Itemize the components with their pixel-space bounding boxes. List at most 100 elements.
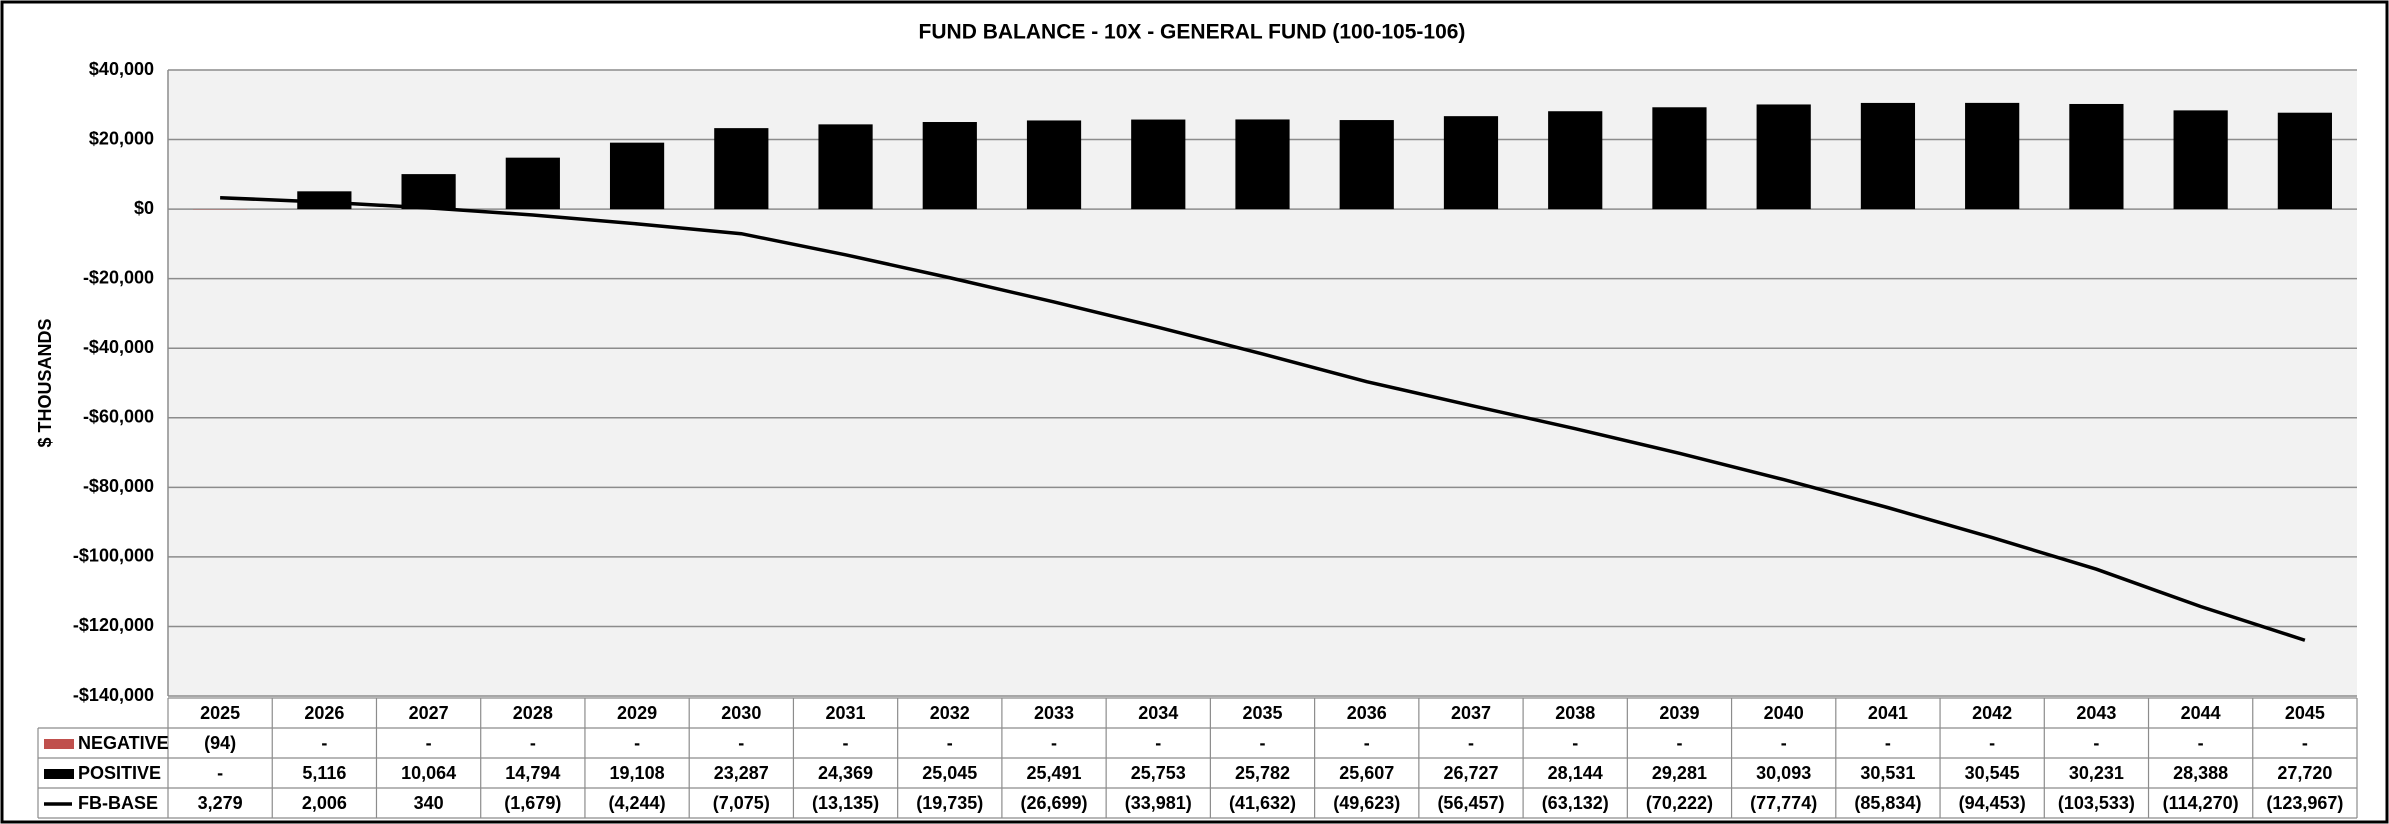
chart-title: FUND BALANCE - 10X - GENERAL FUND (100-1… — [919, 21, 1466, 44]
table-value: 24,369 — [818, 763, 873, 783]
table-value: (19,735) — [916, 793, 983, 813]
table-value: - — [947, 733, 953, 753]
y-tick-label: -$60,000 — [83, 407, 154, 427]
bar — [401, 174, 456, 210]
table-value: 25,782 — [1235, 763, 1290, 783]
table-value: - — [1781, 733, 1787, 753]
x-tick-label: 2041 — [1868, 703, 1908, 723]
legend-key — [44, 739, 74, 749]
table-value: (70,222) — [1646, 793, 1713, 813]
table-value: 28,144 — [1548, 763, 1603, 783]
table-value: 19,108 — [610, 763, 665, 783]
table-value: - — [2302, 733, 2308, 753]
table-value: - — [321, 733, 327, 753]
bar — [1965, 102, 2020, 210]
bar — [609, 142, 665, 210]
y-tick-label: -$140,000 — [73, 685, 154, 705]
x-tick-label: 2036 — [1347, 703, 1387, 723]
bar — [1860, 102, 1916, 210]
bar — [1235, 119, 1290, 210]
table-value: - — [530, 733, 536, 753]
table-value: 30,231 — [2069, 763, 2124, 783]
table-value: - — [1051, 733, 1057, 753]
table-value: - — [738, 733, 744, 753]
table-value: (123,967) — [2266, 793, 2343, 813]
table-value: (4,244) — [609, 793, 666, 813]
x-tick-label: 2031 — [826, 703, 866, 723]
bar — [922, 122, 977, 210]
x-tick-label: 2045 — [2285, 703, 2325, 723]
table-value: (94) — [204, 733, 236, 753]
x-tick-label: 2025 — [200, 703, 240, 723]
table-value: - — [1676, 733, 1682, 753]
table-value: (33,981) — [1125, 793, 1192, 813]
x-tick-label: 2044 — [2181, 703, 2221, 723]
x-tick-label: 2037 — [1451, 703, 1491, 723]
table-value: - — [1989, 733, 1995, 753]
bar — [818, 124, 873, 210]
x-tick-label: 2030 — [721, 703, 761, 723]
table-value: - — [1260, 733, 1266, 753]
legend-label: NEGATIVE — [78, 733, 169, 753]
y-tick-label: $0 — [134, 198, 154, 218]
bar — [2069, 103, 2124, 210]
line — [220, 195, 2306, 642]
bar — [505, 157, 560, 210]
table-value: - — [1364, 733, 1370, 753]
table-value: 30,093 — [1756, 763, 1811, 783]
table-value: - — [217, 763, 223, 783]
table-value: - — [2093, 733, 2099, 753]
bar — [1131, 119, 1186, 210]
table-value: - — [1155, 733, 1161, 753]
x-tick-label: 2029 — [617, 703, 657, 723]
table-value: (94,453) — [1959, 793, 2026, 813]
x-tick-label: 2033 — [1034, 703, 1074, 723]
table-value: (85,834) — [1854, 793, 1921, 813]
table-value: 30,545 — [1965, 763, 2020, 783]
table-value: 26,727 — [1443, 763, 1498, 783]
table-value: 27,720 — [2277, 763, 2332, 783]
x-tick-label: 2032 — [930, 703, 970, 723]
y-tick-label: -$40,000 — [83, 337, 154, 357]
x-tick-label: 2040 — [1764, 703, 1804, 723]
y-tick-label: -$80,000 — [83, 476, 154, 496]
x-tick-label: 2028 — [513, 703, 553, 723]
x-tick-label: 2026 — [304, 703, 344, 723]
table-value: - — [2198, 733, 2204, 753]
table-value: - — [843, 733, 849, 753]
table-value: 2,006 — [302, 793, 347, 813]
x-tick-label: 2038 — [1555, 703, 1595, 723]
y-tick-label: $20,000 — [89, 128, 154, 148]
legend-label: POSITIVE — [78, 763, 161, 783]
table-value: 29,281 — [1652, 763, 1707, 783]
bar — [297, 191, 352, 210]
table-value: (63,132) — [1542, 793, 1609, 813]
y-tick-label: $40,000 — [89, 59, 154, 79]
table-value: - — [1885, 733, 1891, 753]
table-value: (1,679) — [504, 793, 561, 813]
y-axis-label: $ THOUSANDS — [35, 318, 55, 447]
table-value: 5,116 — [302, 763, 346, 783]
bar — [2173, 110, 2228, 210]
table-value: - — [426, 733, 432, 753]
table-value: 25,607 — [1339, 763, 1394, 783]
x-tick-label: 2027 — [409, 703, 449, 723]
x-tick-label: 2042 — [1972, 703, 2012, 723]
bar — [2277, 112, 2332, 210]
table-value: 23,287 — [714, 763, 769, 783]
y-tick-label: -$120,000 — [73, 615, 154, 635]
bar — [1026, 120, 1082, 210]
table-value: (49,623) — [1333, 793, 1400, 813]
y-tick-label: -$100,000 — [73, 546, 154, 566]
table-value: (7,075) — [713, 793, 770, 813]
bar — [714, 128, 769, 210]
bar — [1339, 120, 1394, 210]
table-value: 3,279 — [198, 793, 243, 813]
table-value: - — [1468, 733, 1474, 753]
table-value: (26,699) — [1021, 793, 1088, 813]
x-tick-label: 2039 — [1659, 703, 1699, 723]
y-tick-label: -$20,000 — [83, 267, 154, 287]
table-value: 340 — [414, 793, 444, 813]
table-value: 14,794 — [505, 763, 560, 783]
